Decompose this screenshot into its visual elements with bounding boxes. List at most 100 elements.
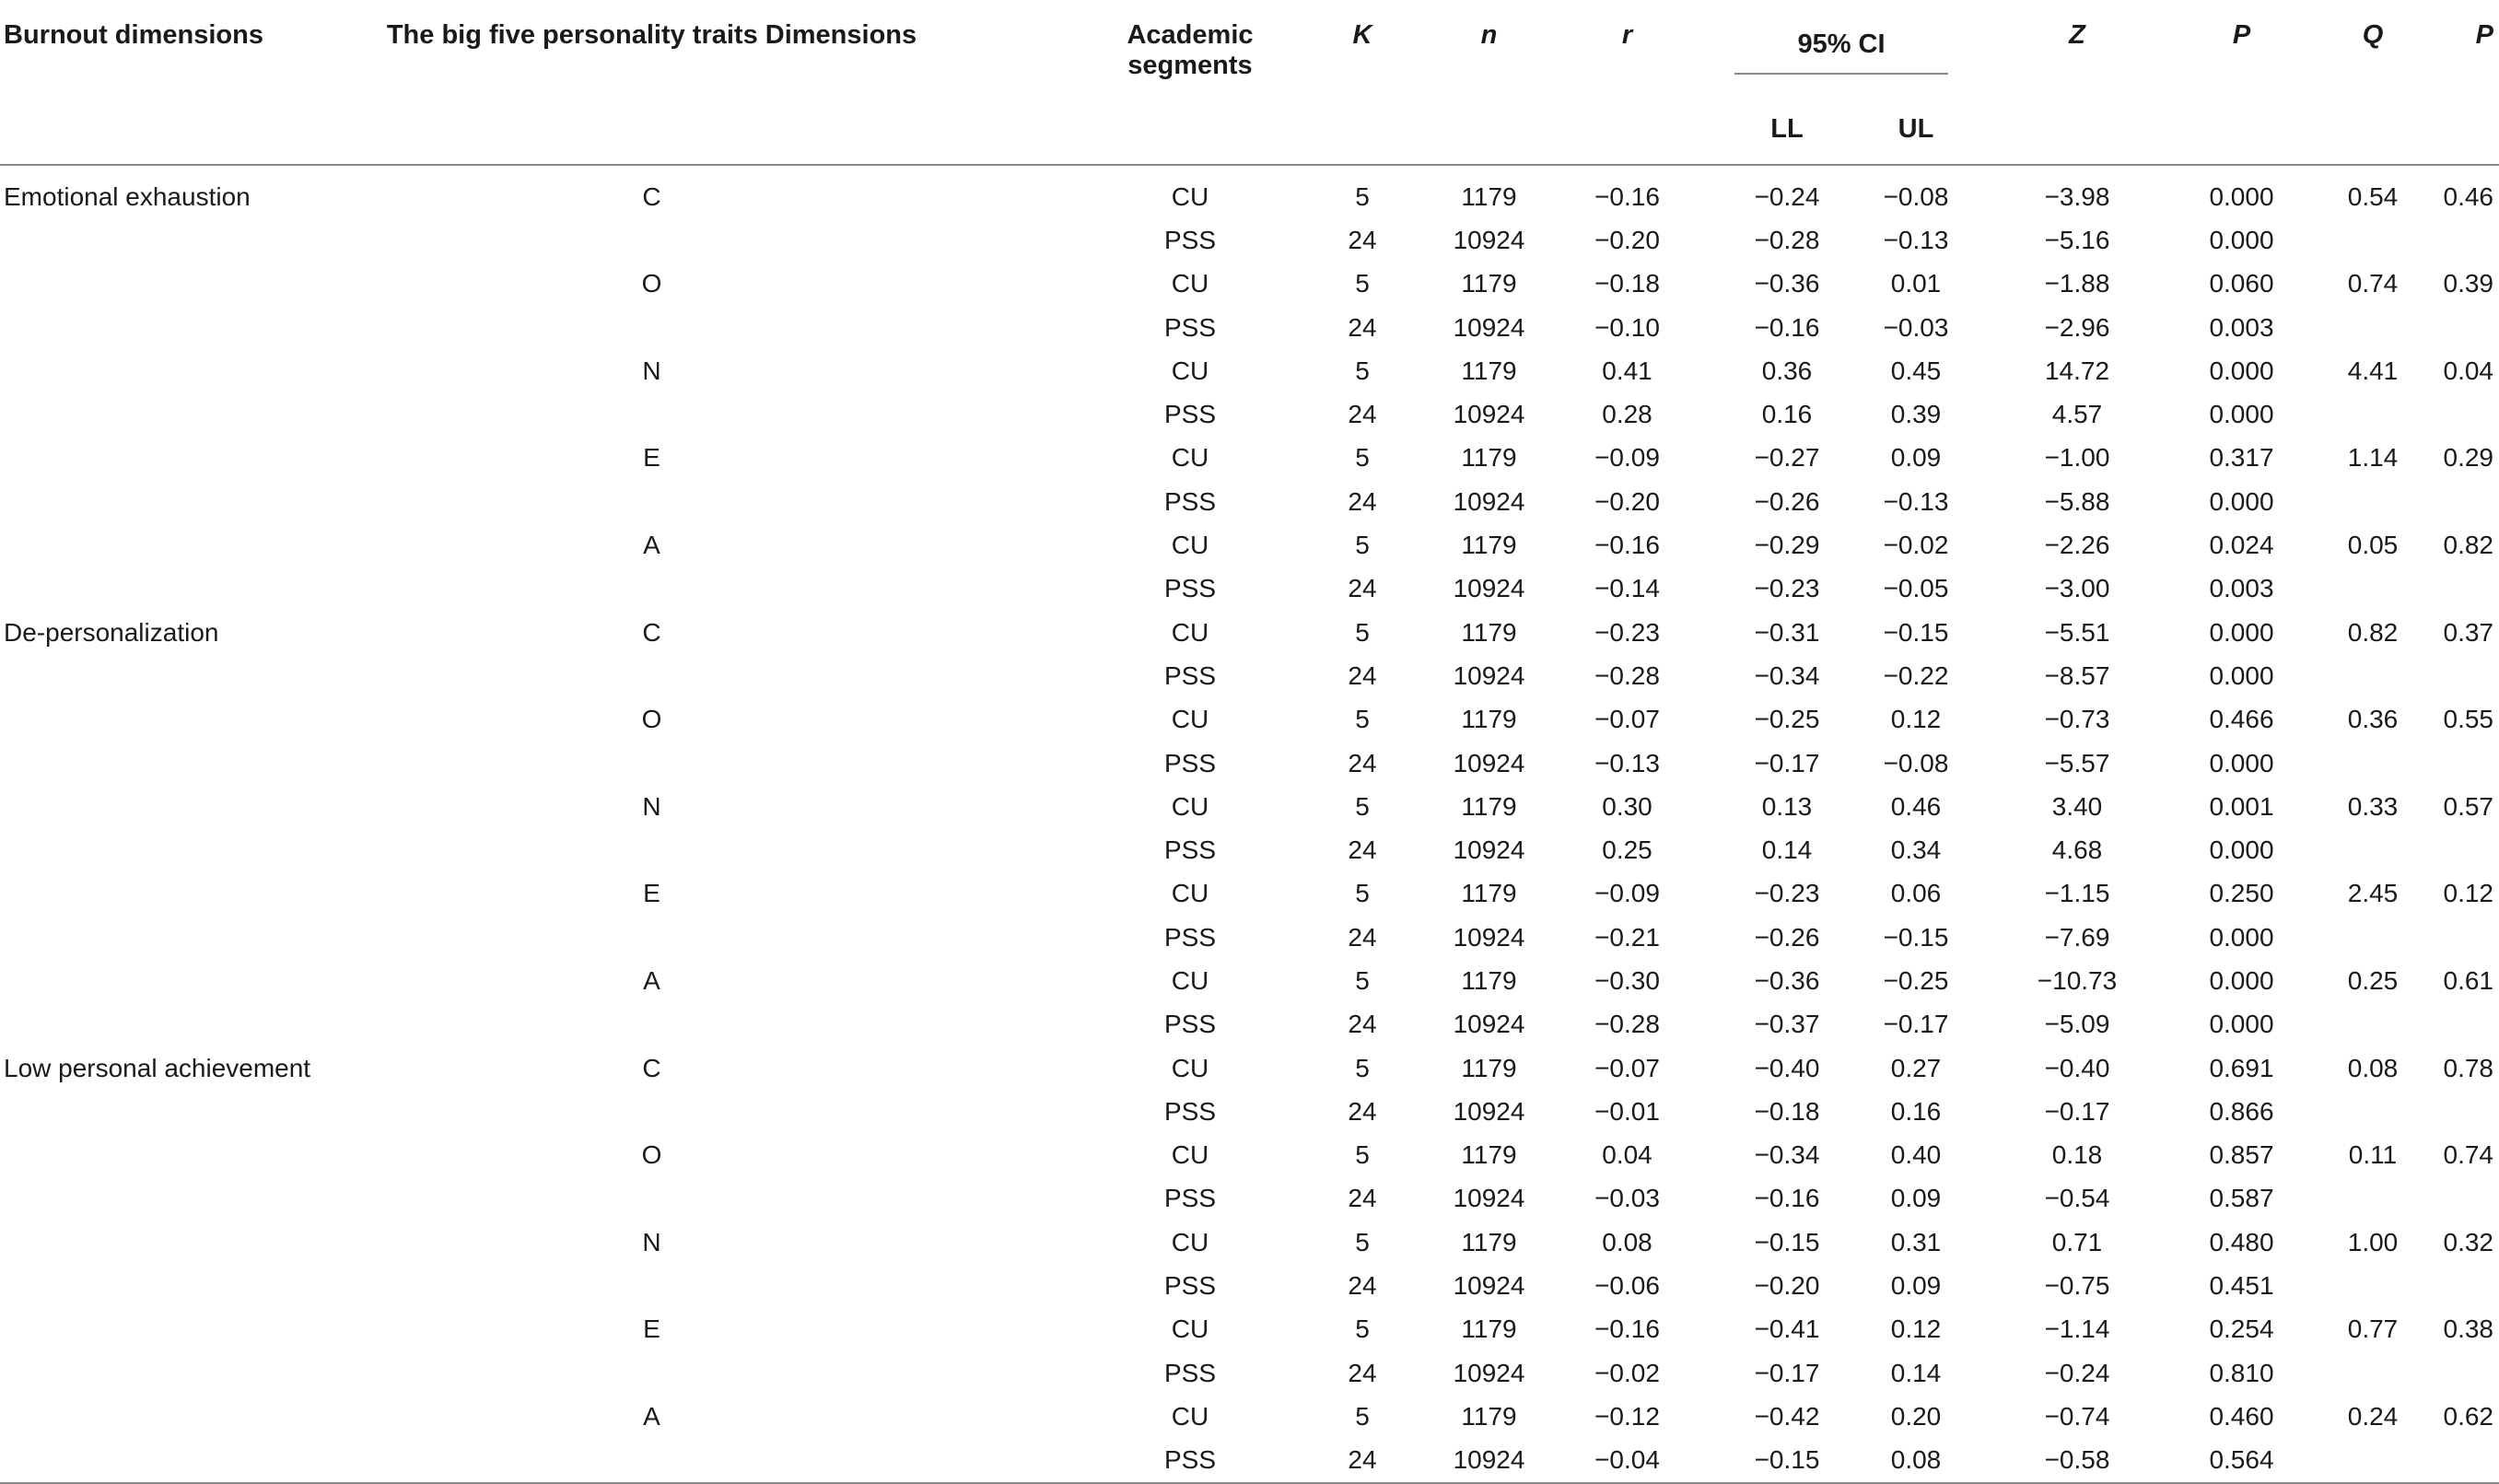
cell-p: 0.480 (2209, 1227, 2274, 1256)
cell-r: −0.14 (1594, 574, 1660, 603)
cell-r: 0.41 (1602, 356, 1652, 385)
cell-z: −8.57 (2044, 660, 2110, 690)
cell-q (2318, 1090, 2428, 1133)
cell-r: −0.10 (1594, 312, 1660, 342)
cell-p: 0.000 (2209, 965, 2274, 995)
cell-n: 1179 (1461, 965, 1517, 995)
table-row: E CU 5 1179 −0.16 −0.41 0.12 −1.14 0.254 0.77 0.38 (0, 1308, 2499, 1351)
cell-n: 1179 (1461, 617, 1517, 647)
cell-ll: −0.34 (1754, 660, 1820, 690)
cell-k: 24 (1348, 922, 1377, 952)
cell-ul: 0.01 (1890, 269, 1942, 298)
cell-ul: 0.34 (1890, 835, 1942, 865)
cell-p-heterogeneity: 0.12 (2443, 879, 2494, 908)
cell-p: 0.000 (2209, 225, 2274, 254)
cell-burnout-dimension (0, 523, 350, 567)
cell-trait (350, 654, 953, 697)
cell-r: −0.04 (1560, 1438, 1694, 1484)
cell-k: 5 (1355, 1140, 1370, 1170)
cell-n: 10924 (1453, 1358, 1525, 1387)
cell-k: 24 (1348, 835, 1377, 865)
cell-q (2318, 567, 2428, 611)
table-row: E CU 5 1179 −0.09 −0.23 0.06 −1.15 0.250 2.45 0.12 (0, 872, 2499, 916)
cell-p: 0.024 (2209, 531, 2274, 560)
cell-ul: −0.08 (1883, 748, 1949, 777)
header-ul: UL (1898, 113, 1934, 144)
cell-academic-segment: CU (1171, 965, 1209, 995)
cell-n: 1179 (1461, 443, 1517, 473)
cell-k: 5 (1355, 705, 1370, 734)
cell-n: 10924 (1453, 922, 1525, 952)
cell-ul: 0.39 (1890, 400, 1942, 429)
table-header: Burnout dimensions The big five personal… (0, 0, 2499, 165)
cell-n: 1179 (1461, 181, 1517, 211)
cell-k: 5 (1355, 1053, 1370, 1082)
cell-k: 5 (1355, 356, 1370, 385)
cell-p: 0.254 (2209, 1315, 2274, 1344)
cell-p-heterogeneity: 0.37 (2443, 617, 2494, 647)
cell-q (2318, 218, 2428, 262)
cell-z: −0.75 (2044, 1271, 2110, 1301)
cell-n: 10924 (1453, 400, 1525, 429)
cell-p-heterogeneity: 0.38 (2443, 1315, 2494, 1344)
cell-ll: −0.16 (1754, 312, 1820, 342)
cell-ll: 0.13 (1761, 791, 1813, 821)
header-personality-traits: The big five personality traits Dimensio… (386, 20, 917, 50)
cell-n: 10924 (1453, 486, 1525, 516)
cell-trait (350, 1438, 953, 1484)
table-row: PSS 24 10924 −0.20 −0.26 −0.13 −5.88 0.000 (0, 480, 2499, 523)
cell-ll: 0.14 (1761, 835, 1813, 865)
header-p-heterogeneity: P (2475, 20, 2493, 50)
cell-academic-segment: PSS (1163, 660, 1217, 690)
cell-academic-segment: CU (1171, 879, 1209, 908)
cell-academic-segment: CU (1171, 617, 1209, 647)
cell-z: −2.26 (2044, 531, 2110, 560)
cell-r: 0.28 (1602, 400, 1652, 429)
cell-ul: 0.40 (1890, 1140, 1942, 1170)
cell-n: 1179 (1461, 269, 1517, 298)
table-row: O CU 5 1179 0.04 −0.34 0.40 0.18 0.857 0.11 0.74 (0, 1134, 2499, 1177)
cell-q: 0.05 (2347, 531, 2399, 560)
cell-burnout-dimension (0, 349, 350, 392)
cell-p: 0.691 (2209, 1053, 2274, 1082)
cell-r: −0.20 (1594, 486, 1660, 516)
cell-k: 5 (1355, 443, 1370, 473)
cell-burnout-dimension (0, 872, 350, 916)
cell-z: −0.58 (1989, 1438, 2166, 1484)
cell-q: 2.45 (2347, 879, 2399, 908)
header-r: r (1621, 20, 1633, 50)
cell-n: 10924 (1453, 660, 1525, 690)
cell-r: −0.28 (1594, 1010, 1660, 1039)
cell-p-heterogeneity: 0.32 (2443, 1227, 2494, 1256)
cell-z: −5.51 (2044, 617, 2110, 647)
cell-z: −5.09 (2044, 1010, 2110, 1039)
cell-k: 24 (1348, 1096, 1377, 1126)
cell-k: 24 (1348, 486, 1377, 516)
cell-ul: −0.13 (1883, 486, 1949, 516)
cell-k: 5 (1355, 965, 1370, 995)
cell-q: 0.36 (2347, 705, 2399, 734)
cell-academic-segment: PSS (953, 1438, 1307, 1484)
cell-ul: −0.15 (1883, 617, 1949, 647)
cell-burnout-dimension (0, 1351, 350, 1395)
cell-q: 0.77 (2347, 1315, 2399, 1344)
cell-p-heterogeneity: 0.74 (2443, 1140, 2494, 1170)
cell-z: −1.14 (2044, 1315, 2110, 1344)
cell-ul: 0.12 (1890, 1315, 1942, 1344)
cell-academic-segment: PSS (1163, 574, 1217, 603)
cell-ul: 0.14 (1890, 1358, 1942, 1387)
cell-p-heterogeneity (2428, 828, 2499, 871)
cell-q: 4.41 (2347, 356, 2399, 385)
cell-p-heterogeneity (2428, 1264, 2499, 1307)
cell-burnout-dimension (0, 1308, 350, 1351)
cell-trait: A (643, 965, 660, 995)
header-burnout-dimensions: Burnout dimensions (4, 20, 263, 50)
cell-n: 10924 (1453, 748, 1525, 777)
cell-z: −3.98 (2044, 181, 2110, 211)
cell-trait (350, 916, 953, 959)
cell-n: 10924 (1418, 1438, 1560, 1484)
cell-z: −7.69 (2044, 922, 2110, 952)
cell-academic-segment: CU (1171, 1140, 1209, 1170)
cell-p-heterogeneity (2428, 1177, 2499, 1221)
